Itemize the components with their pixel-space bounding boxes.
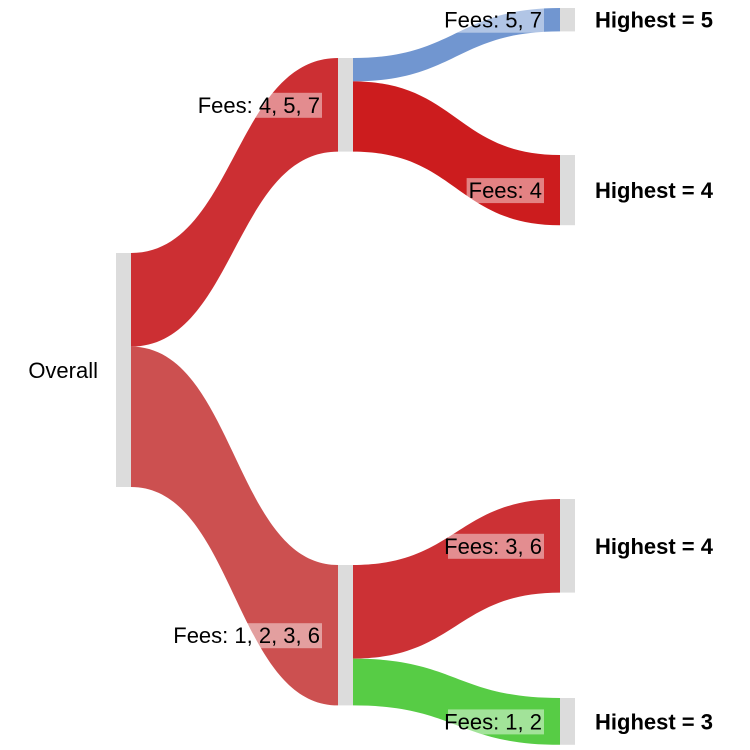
node-label-group-overall: Overall xyxy=(28,358,98,383)
node-label-g57: Fees: 5, 7 xyxy=(444,8,542,33)
link-g457-to-g57[interactable] xyxy=(353,8,560,82)
label-highlight-g1236 xyxy=(226,623,322,649)
label-highlight-g4 xyxy=(466,178,544,204)
links-layer xyxy=(131,8,560,745)
node-label-group-g457: Fees: 4, 5, 7 xyxy=(198,92,322,118)
outcome-label-g4: Highest = 4 xyxy=(595,178,714,203)
outcome-label-g36: Highest = 4 xyxy=(595,534,714,559)
link-g1236-to-g36[interactable] xyxy=(353,499,560,659)
node-label-group-g1236: Fees: 1, 2, 3, 6 xyxy=(173,623,322,649)
node-label-group-g57: Fees: 5, 7 xyxy=(444,7,544,33)
label-highlight-g457 xyxy=(226,92,322,118)
node-label-group-g4: Fees: 4 xyxy=(466,178,544,204)
outcome-label-g12: Highest = 3 xyxy=(595,709,713,734)
node-label-group-g36: Fees: 3, 6 xyxy=(444,533,544,559)
node-label-g1236: Fees: 1, 2, 3, 6 xyxy=(173,623,320,648)
node-label-g12: Fees: 1, 2 xyxy=(444,709,542,734)
node-label-g4: Fees: 4 xyxy=(469,178,542,203)
nodes-layer xyxy=(116,8,575,745)
label-highlight-g36 xyxy=(448,533,544,559)
link-g1236-to-g12[interactable] xyxy=(353,658,560,745)
node-g57[interactable] xyxy=(560,8,575,32)
link-g457-to-g4[interactable] xyxy=(353,81,560,226)
node-label-group-g12: Fees: 1, 2 xyxy=(444,709,544,735)
outcome-label-g57: Highest = 5 xyxy=(595,8,713,33)
node-g12[interactable] xyxy=(560,698,575,745)
label-highlight-g12 xyxy=(448,709,544,735)
link-overall-to-g1236[interactable] xyxy=(131,346,338,706)
link-overall-to-g457[interactable] xyxy=(131,58,338,347)
node-g457[interactable] xyxy=(338,58,353,152)
node-label-overall: Overall xyxy=(28,358,98,383)
labels-layer: Overall Fees: 4, 5, 7 Fees: 1, 2, 3, 6 Fees… xyxy=(28,7,714,735)
node-overall[interactable] xyxy=(116,253,131,487)
node-label-g457: Fees: 4, 5, 7 xyxy=(198,93,320,118)
node-g1236[interactable] xyxy=(338,565,353,706)
node-g36[interactable] xyxy=(560,499,575,593)
node-label-g36: Fees: 3, 6 xyxy=(444,534,542,559)
label-highlight-g57 xyxy=(448,7,544,33)
node-g4[interactable] xyxy=(560,155,575,226)
